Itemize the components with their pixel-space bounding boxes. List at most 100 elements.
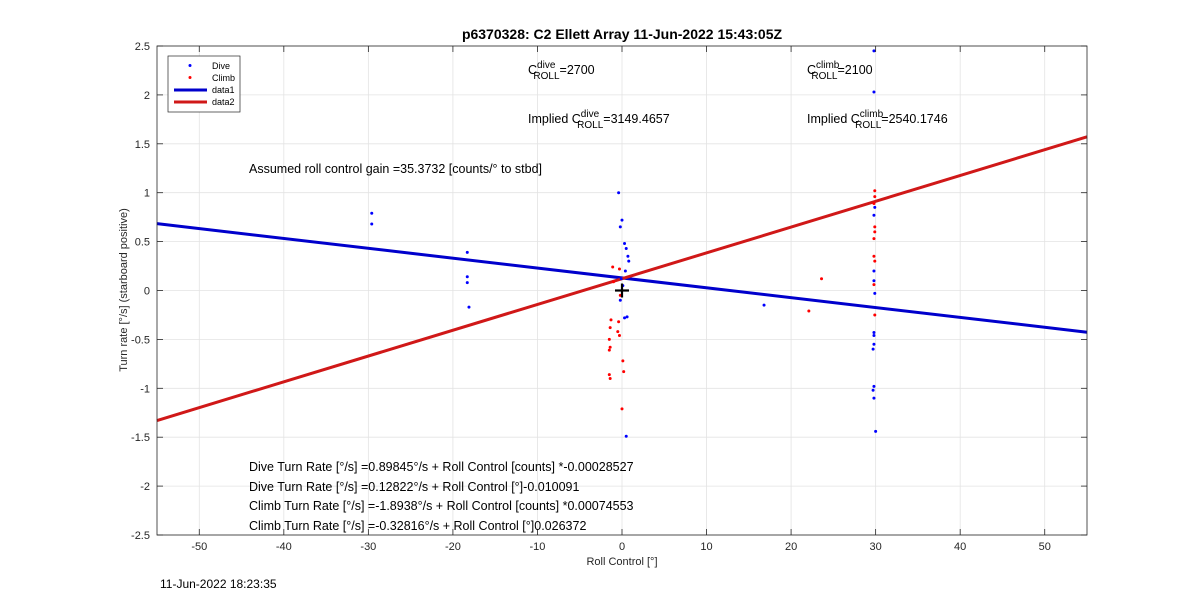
point-dive — [627, 259, 631, 263]
point-dive — [370, 211, 374, 215]
y-tick-label: -0.5 — [131, 334, 150, 346]
y-tick-label: -1 — [140, 383, 150, 395]
y-tick-label: -2 — [140, 481, 150, 493]
x-axis-label: Roll Control [°] — [586, 556, 657, 568]
legend-label-climb: Climb — [212, 73, 235, 83]
y-tick-label: -1.5 — [131, 432, 150, 444]
annotation-c-dive: Cdive ROLL=2700 — [528, 60, 595, 82]
y-tick-label: -2.5 — [131, 530, 150, 542]
point-climb — [873, 230, 877, 234]
x-tick-label: -10 — [530, 541, 546, 553]
x-tick-label: -30 — [360, 541, 376, 553]
point-dive — [465, 281, 469, 285]
point-dive — [623, 269, 627, 273]
point-dive — [872, 90, 876, 94]
point-climb — [873, 259, 877, 263]
x-tick-label: -50 — [191, 541, 207, 553]
point-climb — [608, 345, 612, 349]
point-dive — [873, 205, 877, 209]
point-dive — [872, 333, 876, 337]
y-tick-label: 2.5 — [135, 41, 150, 53]
point-dive — [871, 388, 875, 392]
point-climb — [607, 348, 611, 352]
point-climb — [609, 318, 613, 322]
point-dive — [873, 291, 877, 295]
point-dive — [874, 429, 878, 433]
x-tick-label: 0 — [619, 541, 625, 553]
point-dive — [620, 218, 624, 222]
point-climb — [820, 277, 824, 281]
point-climb — [872, 254, 876, 258]
point-dive — [872, 213, 876, 217]
point-climb — [617, 320, 621, 324]
point-dive — [624, 434, 628, 438]
point-dive — [623, 316, 627, 320]
legend-label-dive: Dive — [212, 61, 230, 71]
footer-timestamp: 11-Jun-2022 18:23:35 — [160, 577, 277, 591]
point-climb — [872, 201, 876, 205]
x-tick-label: 20 — [785, 541, 797, 553]
point-dive — [871, 347, 875, 351]
ticks: -50 -40 -30 -20 -10 0 10 20 30 40 50-2.5-2-1.5-1-0… — [131, 41, 1087, 553]
chart-title: p6370328: C2 Ellett Array 11-Jun-2022 15… — [462, 26, 783, 42]
fit-equation-dive-counts: Dive Turn Rate [°/s] =0.89845°/s + Roll … — [249, 460, 634, 474]
legend-marker-climb — [188, 76, 192, 79]
legend-marker-dive — [188, 64, 192, 67]
data-points — [370, 49, 878, 438]
legend: Dive Climb data1 data2 — [167, 55, 241, 113]
x-tick-label: 50 — [1039, 541, 1051, 553]
point-climb — [608, 326, 612, 330]
point-climb — [873, 313, 877, 317]
point-climb — [807, 309, 811, 313]
point-dive — [872, 331, 876, 335]
annotation-c-climb: Cclimb ROLL=2100 — [807, 60, 873, 82]
point-climb — [611, 265, 615, 269]
origin-crosshair — [615, 283, 629, 298]
annotation-implied-c-climb: Implied Cclimb ROLL=2540.1746 — [807, 109, 948, 131]
y-tick-label: 1.5 — [135, 139, 150, 151]
y-tick-label: 0.5 — [135, 237, 150, 249]
point-dive — [872, 384, 876, 388]
y-tick-label: 1 — [144, 188, 150, 200]
x-tick-label: -40 — [276, 541, 292, 553]
point-climb — [607, 337, 611, 341]
point-dive — [762, 303, 766, 307]
point-climb — [622, 370, 626, 374]
point-climb — [872, 283, 876, 287]
point-dive — [618, 298, 622, 302]
point-dive — [623, 242, 627, 246]
point-dive — [626, 254, 630, 258]
x-tick-label: 30 — [870, 541, 882, 553]
point-climb — [620, 407, 624, 411]
gain-annotation: Assumed roll control gain =35.3732 [coun… — [249, 162, 542, 176]
x-tick-label: 10 — [700, 541, 712, 553]
point-climb — [873, 195, 877, 199]
legend-label-data1: data1 — [212, 85, 235, 95]
point-climb — [873, 189, 877, 193]
point-climb — [616, 330, 620, 334]
point-dive — [872, 269, 876, 273]
y-tick-label: 2 — [144, 90, 150, 102]
point-dive — [625, 315, 629, 319]
point-climb — [873, 225, 877, 229]
point-climb — [872, 237, 876, 241]
y-tick-label: 0 — [144, 286, 150, 298]
point-dive — [618, 225, 622, 229]
point-dive — [465, 250, 469, 254]
point-dive — [872, 342, 876, 346]
point-dive — [619, 277, 623, 281]
point-dive — [872, 396, 876, 400]
point-climb — [612, 280, 616, 284]
point-dive — [872, 279, 876, 283]
point-dive — [465, 275, 469, 279]
point-climb — [607, 373, 611, 377]
point-climb — [617, 333, 621, 337]
point-dive — [624, 246, 628, 250]
point-dive — [872, 49, 876, 53]
point-dive — [617, 191, 621, 195]
annotation-implied-c-dive: Implied Cdive ROLL=3149.4657 — [528, 109, 670, 131]
x-tick-label: -20 — [445, 541, 461, 553]
fit-equation-dive-degrees: Dive Turn Rate [°/s] =0.12822°/s + Roll … — [249, 480, 579, 494]
